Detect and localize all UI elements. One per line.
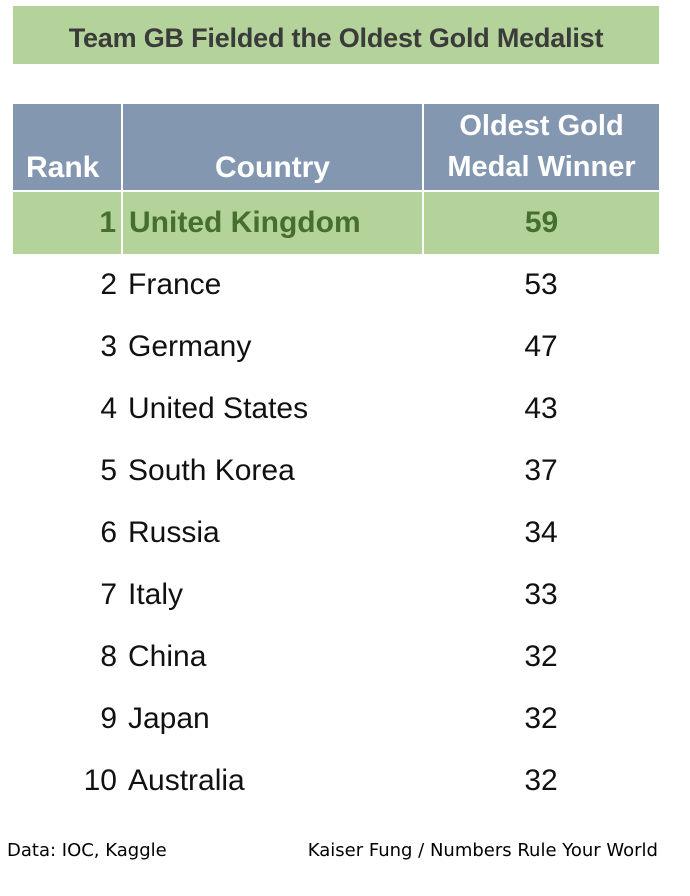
table-row: 7 Italy 33 [13,564,659,626]
rank-cell: 5 [100,454,117,487]
age-cell: 37 [524,454,558,487]
country-cell: South Korea [128,454,295,487]
oldest-winner-column-header: Oldest Gold Medal Winner [423,104,659,191]
header-row: Rank Country Oldest Gold Medal Winner [13,104,659,191]
country-cell: Russia [128,516,220,549]
age-cell: 34 [524,516,558,549]
rank-cell: 9 [100,702,117,735]
rank-cell: 4 [100,392,117,425]
table-row: 5 South Korea 37 [13,440,659,502]
rank-cell: 6 [100,516,117,549]
country-cell: Japan [128,702,210,735]
rank-cell: 3 [100,330,117,363]
age-cell: 43 [524,392,558,425]
table-row: 3 Germany 47 [13,316,659,378]
age-cell: 53 [524,268,558,301]
age-cell: 32 [524,640,558,673]
country-cell: France [128,268,222,301]
table-row: 2 France 53 [13,254,659,316]
oldest-winner-header-line2: Medal Winner [447,151,636,183]
country-cell: United States [128,392,309,425]
age-cell: 32 [524,702,558,735]
table-row: 10 Australia 32 [13,750,659,812]
title-band: Team GB Fielded the Oldest Gold Medalist [13,6,659,64]
author-credit: Kaiser Fung / Numbers Rule Your World [307,840,658,861]
table-row: 8 China 32 [13,626,659,688]
rank-column-header: Rank [13,104,123,191]
rank-cell: 2 [100,268,117,301]
age-cell: 47 [524,330,558,363]
age-cell: 33 [524,578,558,611]
country-cell: Italy [128,578,184,611]
age-cell: 32 [524,764,558,797]
table-row: 6 Russia 34 [13,502,659,564]
rank-cell: 8 [100,640,117,673]
table-body: 1 United Kingdom 59 2 France 53 3 Germany 47 4 Uni… [13,190,659,812]
table-row: 9 Japan 32 [13,688,659,750]
rank-cell: 10 [83,764,117,797]
table-row: 1 United Kingdom 59 [13,190,659,254]
age-cell: 59 [423,190,659,254]
table-row: 4 United States 43 [13,378,659,440]
ranking-table: Rank Country Oldest Gold Medal Winner 1 Un… [13,104,659,812]
oldest-winner-header-line1: Oldest Gold [459,110,624,142]
rank-cell: 1 [13,190,123,254]
data-source-note: Data: IOC, Kaggle [7,840,167,861]
country-cell: Australia [128,764,245,797]
country-cell: China [128,640,207,673]
country-column-header: Country [122,104,424,191]
rank-cell: 7 [100,578,117,611]
country-cell: United Kingdom [122,190,424,254]
chart-title: Team GB Fielded the Oldest Gold Medalist [68,22,604,53]
country-cell: Germany [128,330,252,363]
